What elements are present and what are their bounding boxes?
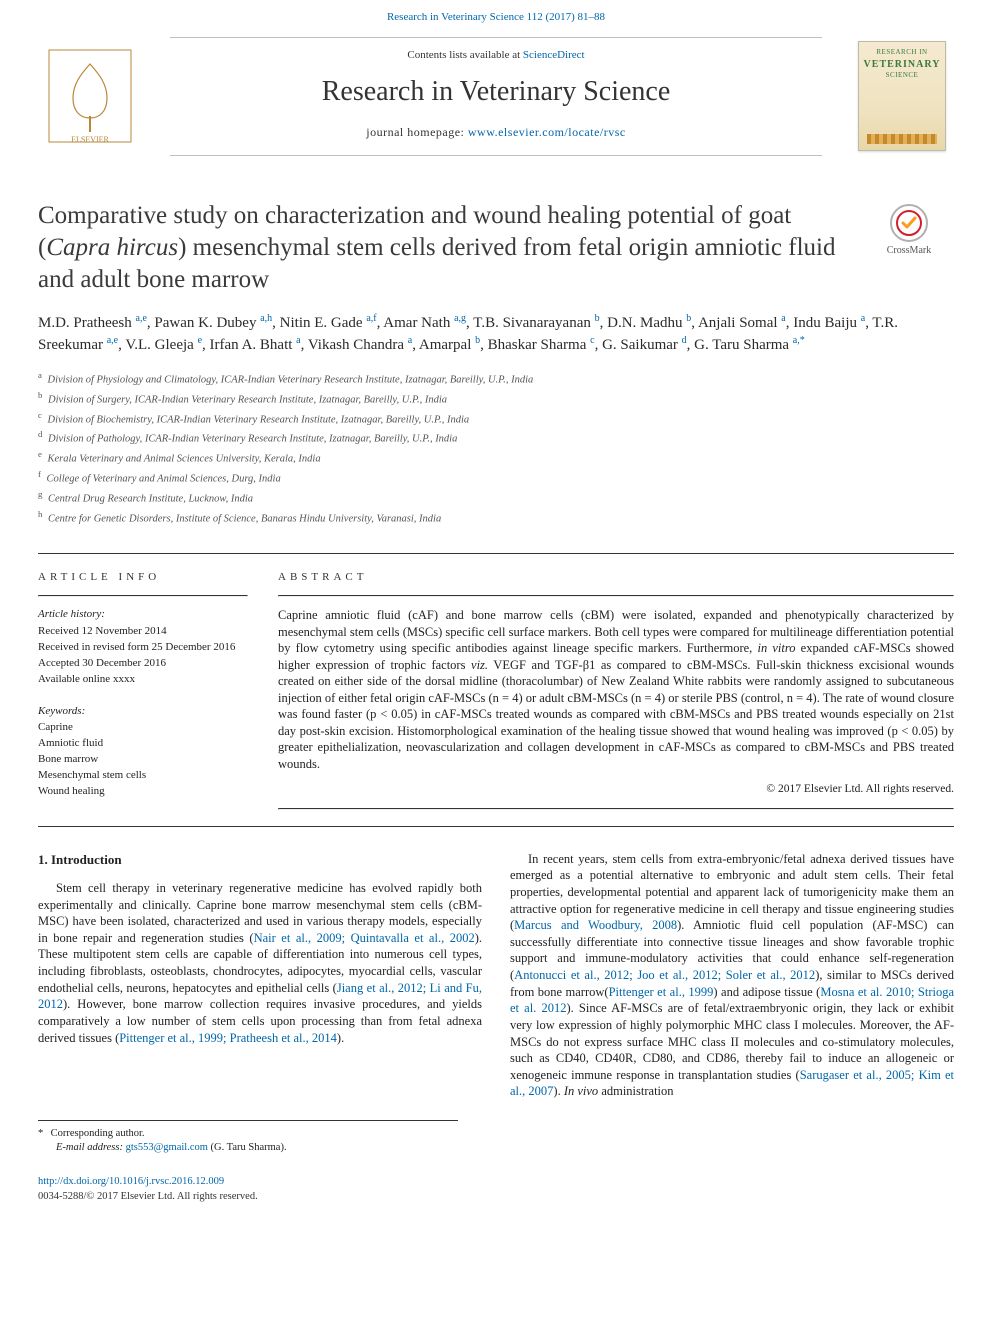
svg-text:ELSEVIER: ELSEVIER (71, 135, 109, 144)
issue-citation-link[interactable]: Research in Veterinary Science 112 (2017… (387, 11, 605, 23)
crossmark-label: CrossMark (887, 244, 931, 258)
crossmark-icon (890, 204, 928, 242)
masthead-center: Contents lists available at ScienceDirec… (170, 37, 822, 156)
issn-copyright: 0034-5288/© 2017 Elsevier Ltd. All right… (38, 1190, 954, 1204)
article-title: Comparative study on characterization an… (38, 200, 858, 296)
homepage-prefix: journal homepage: (366, 125, 468, 139)
title-species: Capra hircus (46, 234, 178, 261)
issue-citation: Research in Veterinary Science 112 (2017… (0, 0, 992, 31)
rule (278, 808, 954, 810)
affiliation-item: c Division of Biochemistry, ICAR-Indian … (38, 409, 954, 429)
abstract-text: Caprine amniotic fluid (cAF) and bone ma… (278, 607, 954, 772)
email-label: E-mail address: (56, 1142, 123, 1153)
intro-para-right: In recent years, stem cells from extra-e… (510, 851, 954, 1100)
intro-para-left: Stem cell therapy in veterinary regenera… (38, 880, 482, 1046)
history-lines: Received 12 November 2014Received in rev… (38, 624, 248, 686)
article-info-heading: article info (38, 570, 248, 585)
keywords-label: Keywords: (38, 704, 248, 719)
affiliation-item: d Division of Pathology, ICAR-Indian Vet… (38, 428, 954, 448)
publisher-logo: ELSEVIER (30, 46, 150, 146)
affiliation-item: a Division of Physiology and Climatology… (38, 369, 954, 389)
right-column: In recent years, stem cells from extra-e… (510, 851, 954, 1100)
author-list: M.D. Pratheesh a,e, Pawan K. Dubey a,h, … (38, 312, 938, 358)
cover-bar-icon (867, 134, 937, 144)
affiliation-item: e Kerala Veterinary and Animal Sciences … (38, 448, 954, 468)
affiliation-list: a Division of Physiology and Climatology… (38, 369, 954, 527)
contents-prefix: Contents lists available at (407, 49, 522, 61)
doi-link[interactable]: http://dx.doi.org/10.1016/j.rvsc.2016.12… (38, 1176, 224, 1187)
keyword-lines: CaprineAmniotic fluidBone marrowMesenchy… (38, 720, 248, 798)
left-column: 1. Introduction Stem cell therapy in vet… (38, 851, 482, 1100)
masthead: ELSEVIER Contents lists available at Sci… (0, 31, 992, 166)
keyword-item: Bone marrow (38, 752, 248, 767)
homepage-line: journal homepage: www.elsevier.com/locat… (178, 124, 814, 140)
keyword-item: Caprine (38, 720, 248, 735)
history-line: Accepted 30 December 2016 (38, 656, 248, 671)
corresponding-email-link[interactable]: gts553@gmail.com (126, 1142, 208, 1153)
corresponding-label: Corresponding author. (51, 1128, 145, 1139)
history-line: Received 12 November 2014 (38, 624, 248, 639)
body-two-column: 1. Introduction Stem cell therapy in vet… (0, 827, 992, 1100)
contents-line: Contents lists available at ScienceDirec… (178, 48, 814, 63)
abstract-heading: abstract (278, 570, 954, 585)
keyword-item: Amniotic fluid (38, 736, 248, 751)
article-info-column: article info Article history: Received 1… (38, 554, 248, 809)
cover-line3: SCIENCE (886, 71, 919, 80)
elsevier-tree-icon: ELSEVIER (45, 46, 135, 146)
cover-line1: RESEARCH IN (876, 48, 927, 57)
history-label: Article history: (38, 607, 248, 622)
page-footer: http://dx.doi.org/10.1016/j.rvsc.2016.12… (0, 1155, 992, 1223)
info-abstract-row: article info Article history: Received 1… (0, 554, 992, 809)
cover-line2: VETERINARY (864, 58, 941, 72)
abstract-column: abstract Caprine amniotic fluid (cAF) an… (278, 554, 954, 809)
journal-name: Research in Veterinary Science (178, 73, 814, 111)
history-line: Available online xxxx (38, 672, 248, 687)
article-header: CrossMark Comparative study on character… (0, 166, 992, 536)
affiliation-item: h Centre for Genetic Disorders, Institut… (38, 508, 954, 528)
affiliation-item: b Division of Surgery, ICAR-Indian Veter… (38, 389, 954, 409)
keyword-item: Mesenchymal stem cells (38, 768, 248, 783)
affiliation-item: f College of Veterinary and Animal Scien… (38, 468, 954, 488)
asterisk-icon: * (38, 1127, 48, 1141)
section-heading: 1. Introduction (38, 851, 482, 868)
history-line: Received in revised form 25 December 201… (38, 640, 248, 655)
crossmark-widget[interactable]: CrossMark (864, 204, 954, 258)
keyword-item: Wound healing (38, 784, 248, 799)
abstract-copyright: © 2017 Elsevier Ltd. All rights reserved… (278, 782, 954, 798)
corresponding-author-block: * Corresponding author. E-mail address: … (38, 1120, 458, 1155)
sciencedirect-link[interactable]: ScienceDirect (523, 49, 585, 61)
journal-homepage-link[interactable]: www.elsevier.com/locate/rvsc (468, 125, 626, 139)
corresponding-who: (G. Taru Sharma). (211, 1142, 287, 1153)
journal-cover: RESEARCH IN VETERINARY SCIENCE (842, 41, 962, 151)
affiliation-item: g Central Drug Research Institute, Luckn… (38, 488, 954, 508)
